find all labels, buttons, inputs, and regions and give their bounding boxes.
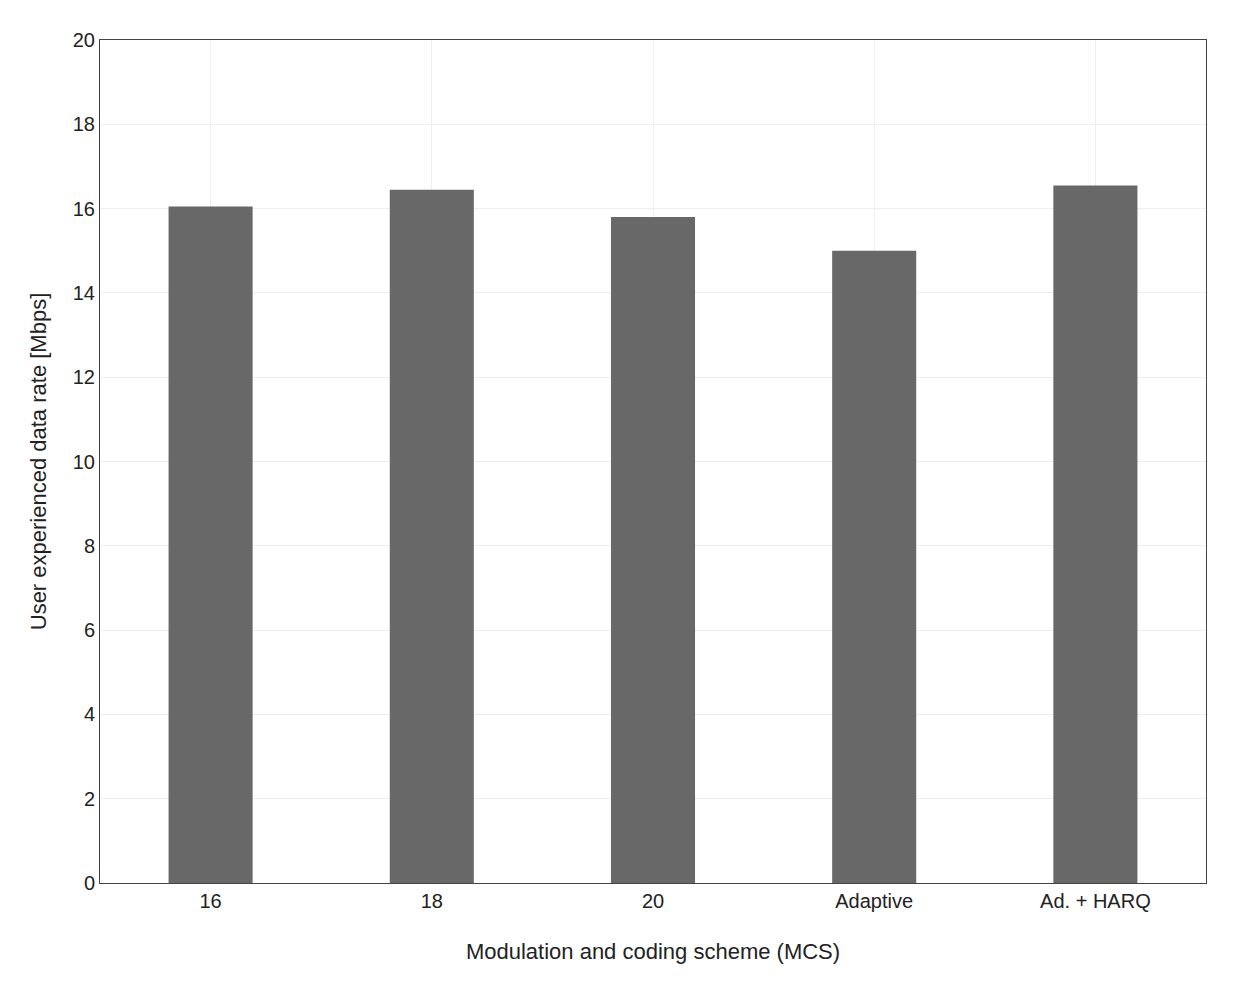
svg-text:Adaptive: Adaptive: [835, 890, 913, 912]
svg-text:12: 12: [73, 366, 95, 388]
svg-text:Modulation and coding scheme (: Modulation and coding scheme (MCS): [466, 939, 840, 964]
svg-text:16: 16: [73, 198, 95, 220]
svg-text:8: 8: [84, 535, 95, 557]
svg-text:20: 20: [73, 29, 95, 51]
svg-text:2: 2: [84, 788, 95, 810]
svg-text:0: 0: [84, 872, 95, 894]
svg-text:20: 20: [642, 890, 664, 912]
svg-text:18: 18: [73, 113, 95, 135]
svg-text:6: 6: [84, 619, 95, 641]
svg-text:18: 18: [421, 890, 443, 912]
svg-text:User experienced data rate [Mb: User experienced data rate [Mbps]: [26, 293, 51, 631]
svg-text:Ad. + HARQ: Ad. + HARQ: [1040, 890, 1151, 912]
svg-text:16: 16: [199, 890, 221, 912]
svg-text:10: 10: [73, 451, 95, 473]
svg-text:14: 14: [73, 282, 95, 304]
svg-text:4: 4: [84, 703, 95, 725]
